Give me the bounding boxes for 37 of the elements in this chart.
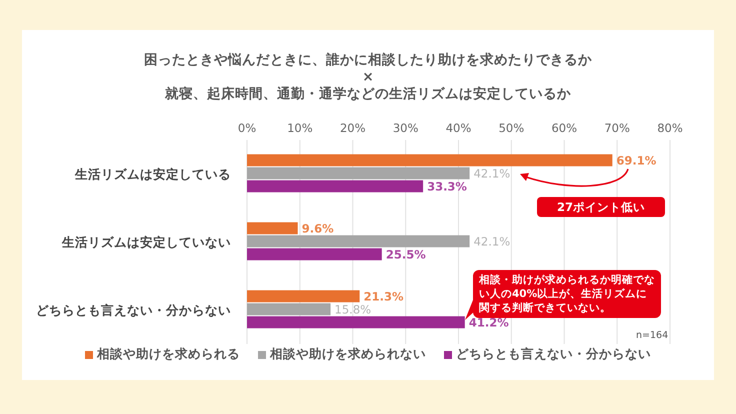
data-label: 9.6% (302, 221, 334, 236)
data-label: 41.2% (468, 315, 510, 330)
data-label: 69.1% (616, 153, 657, 168)
x-tick-label: 40% (446, 121, 472, 135)
legend-label: 相談や助けを求められない (270, 346, 426, 363)
x-tick-label: 60% (551, 121, 578, 135)
data-label: 42.1% (474, 234, 510, 248)
data-label: 25.5% (386, 247, 426, 262)
y-tick-label: 生活リズムは安定していない (61, 234, 231, 250)
data-label: 42.1% (474, 166, 510, 180)
x-tick-label: 50% (498, 121, 524, 135)
bar (247, 316, 465, 328)
x-tick-label: 70% (604, 121, 630, 135)
bar (247, 222, 298, 234)
bar (247, 167, 470, 180)
callout-box: 相談・助けが求められるか明確でない人の40%以上が、生活リズムに関する判断できていない。 (473, 270, 661, 318)
data-label: 21.3% (364, 289, 404, 304)
chart-title: 困ったときや悩んだときに、誰かに相談したり助けを求めたりできるか × 就寝、起床時間、通勤・通学などの生活リズムは安定しているか (143, 52, 593, 103)
x-tick-label: 0% (238, 121, 256, 135)
bar (247, 290, 360, 302)
annotation: n=164 (636, 330, 668, 341)
bar (247, 154, 612, 166)
x-tick-label: 80% (657, 121, 683, 135)
bar (247, 303, 331, 316)
bar (247, 248, 382, 260)
y-tick-label: 生活リズムは安定している (74, 166, 231, 182)
x-tick-label: 30% (392, 121, 418, 135)
bar (247, 180, 424, 192)
x-tick-label: 20% (340, 121, 366, 135)
data-label: 33.3% (427, 179, 468, 194)
callout-box: 27ポイント低い (537, 197, 665, 217)
x-tick-label: 10% (287, 121, 313, 135)
data-label: 15.8% (334, 302, 372, 316)
bar (247, 235, 470, 248)
legend-label: どちらとも言えない・分からない (456, 346, 651, 363)
legend-label: 相談や助けを求められる (97, 346, 240, 363)
y-tick-label: どちらとも言えない・分からない (36, 302, 231, 318)
